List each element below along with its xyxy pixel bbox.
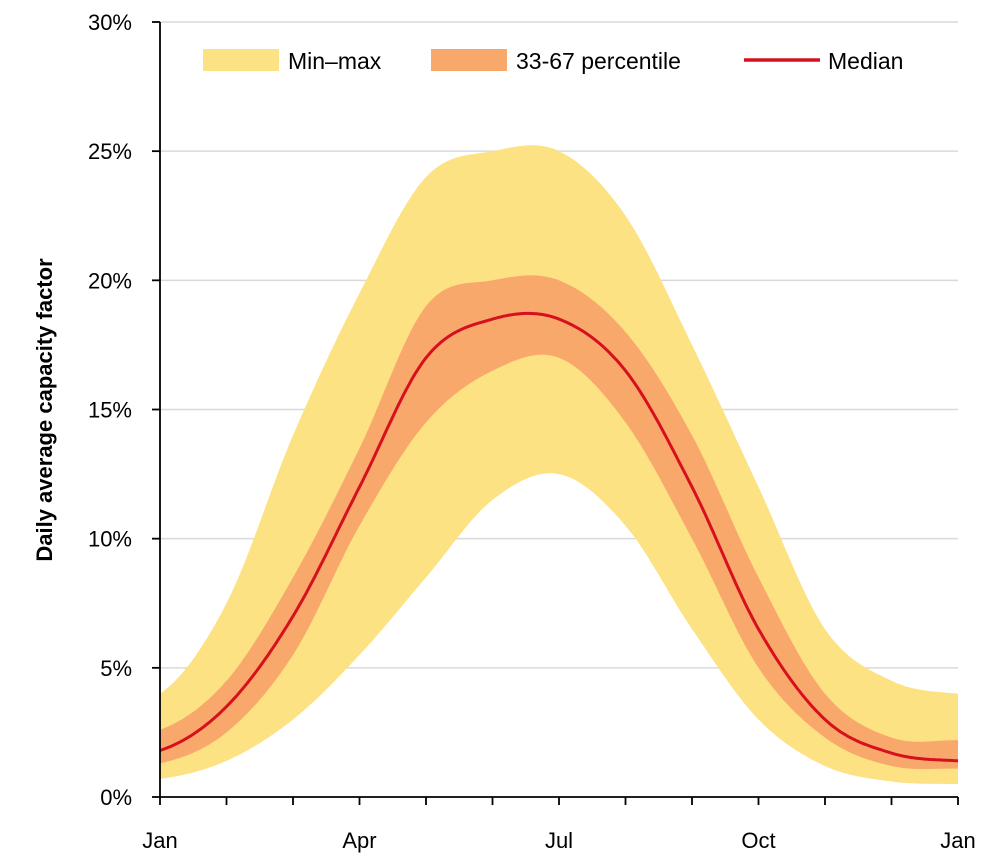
- legend-swatch-minmax: [203, 49, 279, 71]
- axes: [152, 21, 959, 805]
- legend-label-percentile: 33-67 percentile: [516, 48, 681, 74]
- x-tick-label-3: Oct: [741, 828, 775, 853]
- x-tick-label-0: Jan: [142, 828, 177, 853]
- legend-label-minmax: Min–max: [288, 48, 382, 74]
- x-tick-labels: Jan Apr Jul Oct Jan: [142, 828, 975, 853]
- y-tick-label-4: 20%: [88, 268, 132, 293]
- y-tick-labels: 0% 5% 10% 15% 20% 25% 30%: [88, 10, 132, 810]
- x-tick-label-1: Apr: [342, 828, 376, 853]
- y-tick-label-1: 5%: [100, 656, 132, 681]
- legend-label-median: Median: [828, 48, 903, 74]
- y-tick-label-0: 0%: [100, 785, 132, 810]
- y-tick-label-5: 25%: [88, 139, 132, 164]
- x-tick-label-4: Jan: [940, 828, 975, 853]
- median-series: [159, 311, 959, 763]
- y-tick-label-3: 15%: [88, 398, 132, 423]
- y-tick-label-2: 10%: [88, 527, 132, 552]
- legend: Min–max 33-67 percentile Median: [203, 48, 903, 74]
- legend-swatch-percentile: [431, 49, 507, 71]
- y-tick-label-6: 30%: [88, 10, 132, 35]
- y-axis-label: Daily average capacity factor: [32, 258, 57, 562]
- bands: [160, 145, 958, 785]
- band-percentile: [160, 275, 958, 770]
- x-tick-label-2: Jul: [545, 828, 573, 853]
- band-minmax: [160, 145, 958, 785]
